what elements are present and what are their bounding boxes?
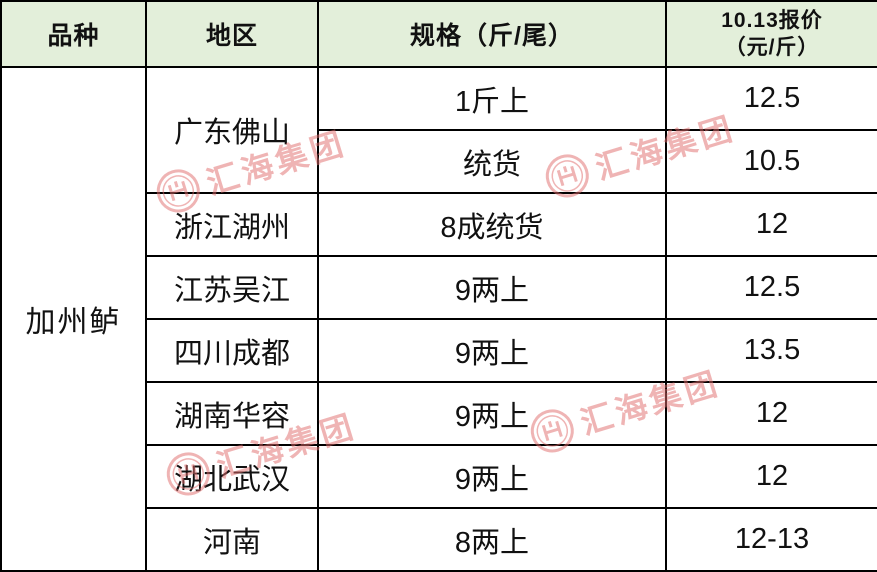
spec-cell: 9两上 (317, 444, 667, 509)
price-cell: 12 (665, 192, 877, 257)
price-cell: 12 (665, 444, 877, 509)
table-row: 湖北武汉 9两上 12 (1, 444, 877, 509)
price-cell: 12.5 (665, 66, 877, 131)
table-row: 浙江湖州 8成统货 12 (1, 192, 877, 257)
region-cell: 湖北武汉 (145, 444, 319, 509)
header-region: 地区 (145, 0, 319, 68)
price-cell: 12.5 (665, 255, 877, 320)
price-cell: 12-13 (665, 507, 877, 572)
table-row: 四川成都 9两上 13.5 (1, 318, 877, 383)
region-cell: 河南 (145, 507, 319, 572)
region-cell: 江苏吴江 (145, 255, 319, 320)
spec-cell: 8成统货 (317, 192, 667, 257)
header-row: 品种 地区 规格（斤/尾） 10.13报价 （元/斤） (0, 0, 877, 68)
region-cell: 浙江湖州 (145, 192, 319, 257)
region-cell: 湖南华容 (145, 381, 319, 446)
region-cell: 四川成都 (145, 318, 319, 383)
price-cell: 12 (665, 381, 877, 446)
header-price: 10.13报价 （元/斤） (665, 0, 877, 68)
spec-cell: 9两上 (317, 255, 667, 320)
spec-cell: 9两上 (317, 318, 667, 383)
header-price-line2: （元/斤） (724, 36, 820, 59)
header-species: 品种 (0, 0, 147, 68)
table-row: 河南 8两上 12-13 (1, 507, 877, 572)
header-price-line1: 10.13报价 (721, 9, 823, 32)
region-cell: 广东佛山 (145, 66, 319, 194)
spec-cell: 统货 (317, 129, 667, 194)
species-cell: 加州鲈 (0, 66, 147, 572)
table-row: 统货 10.5 (1, 129, 877, 194)
price-cell: 10.5 (665, 129, 877, 194)
table-row: 加州鲈 广东佛山 1斤上 12.5 (0, 66, 877, 572)
spec-cell: 1斤上 (317, 66, 667, 131)
table-row: 江苏吴江 9两上 12.5 (1, 255, 877, 320)
spec-cell: 8两上 (317, 507, 667, 572)
header-spec: 规格（斤/尾） (317, 0, 667, 68)
price-cell: 13.5 (665, 318, 877, 383)
spec-cell: 9两上 (317, 381, 667, 446)
